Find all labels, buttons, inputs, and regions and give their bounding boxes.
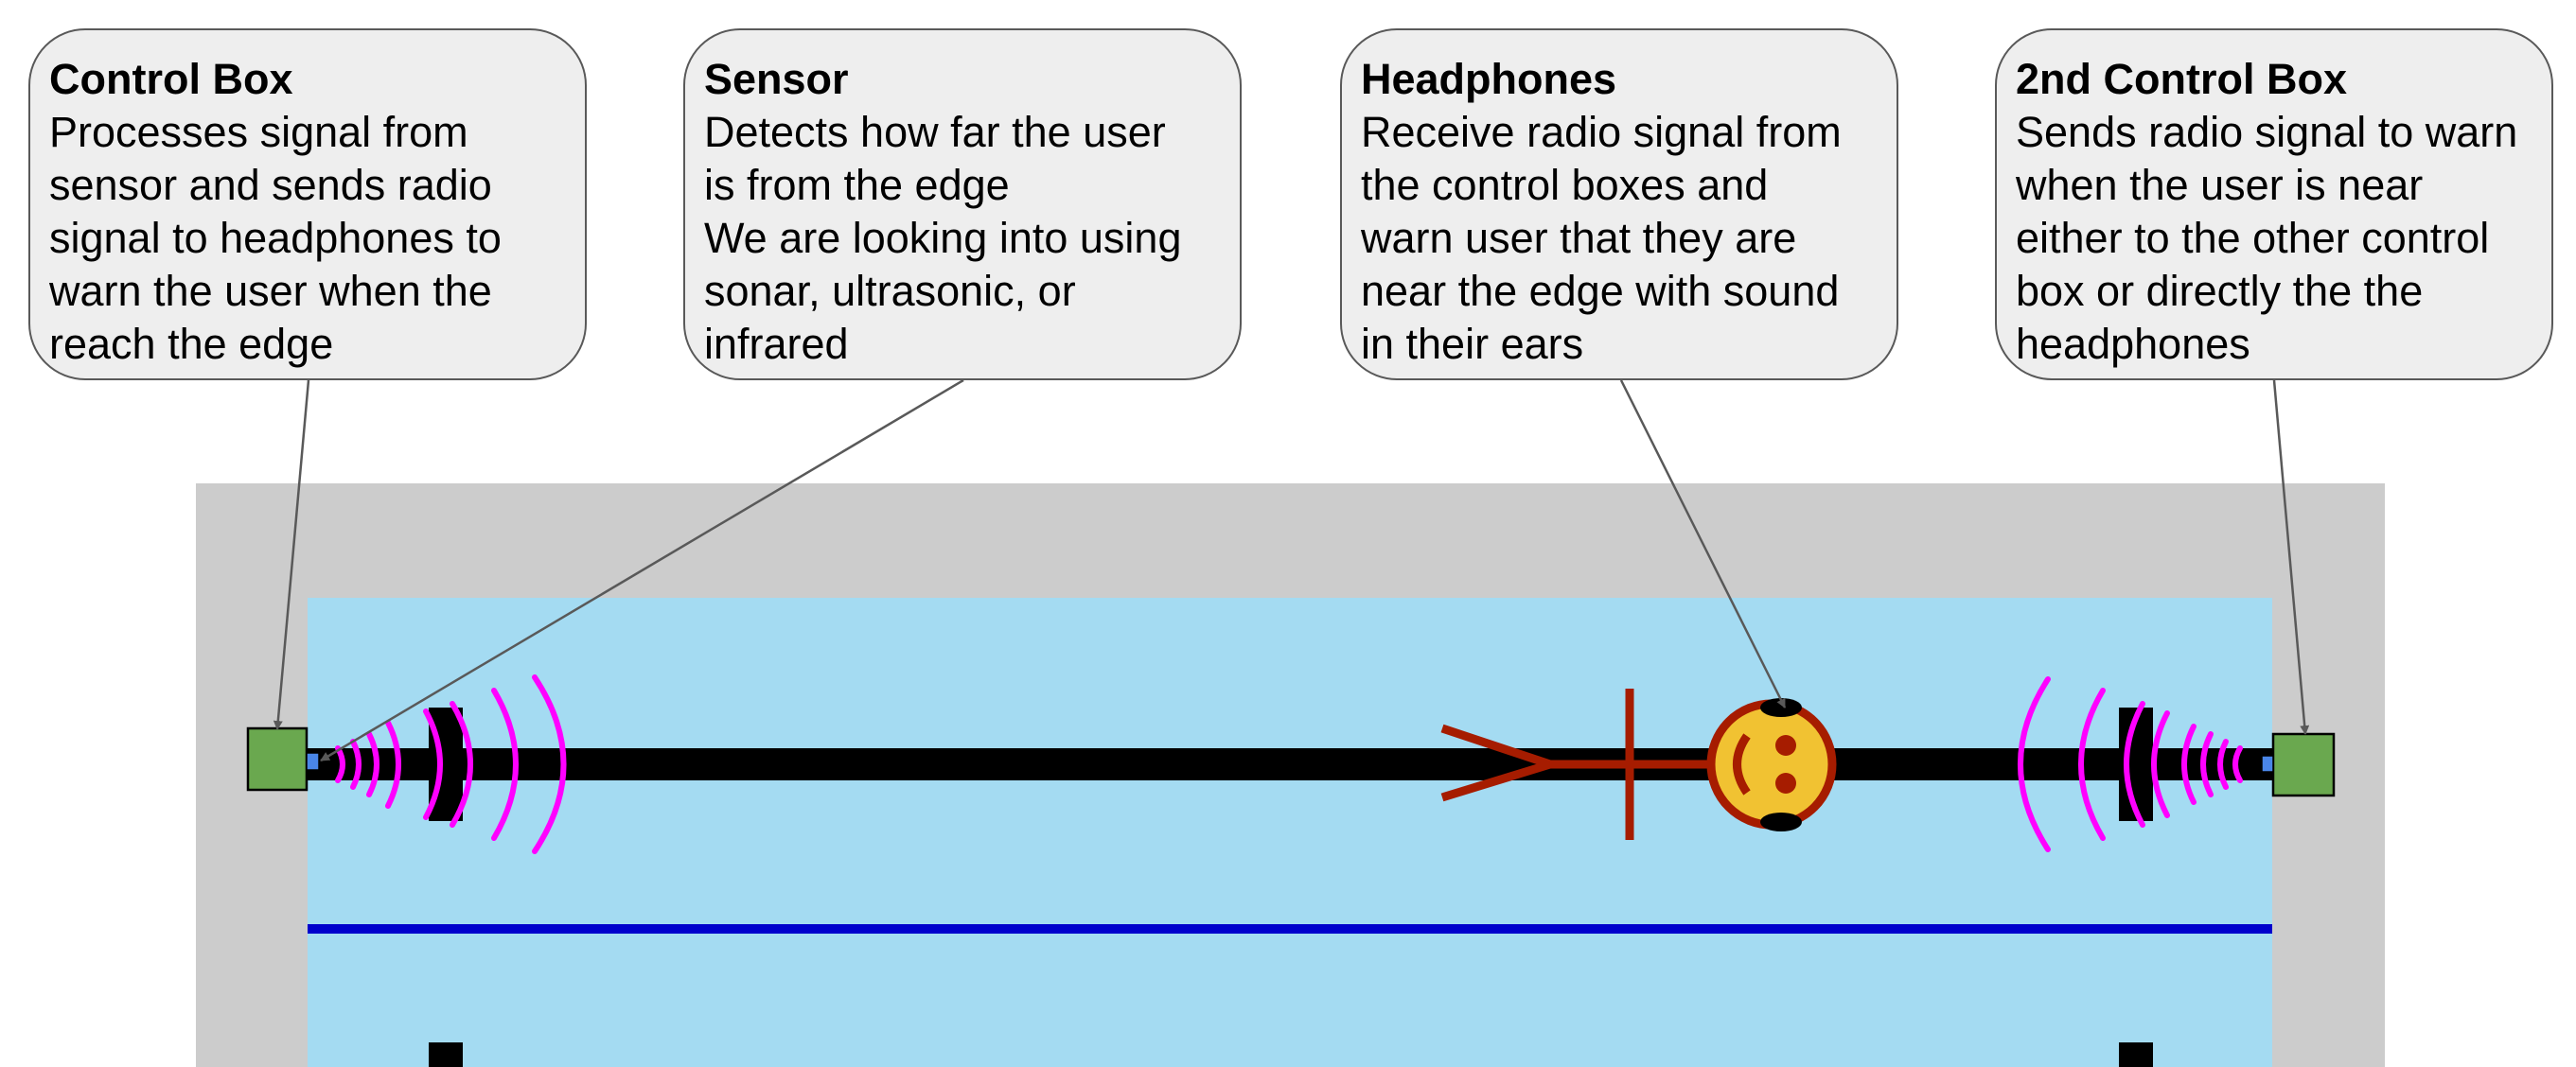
callout-line: Sends radio signal to warn bbox=[2016, 108, 2518, 156]
pool-water bbox=[308, 598, 2272, 1067]
callout-headphones: Headphones Receive radio signal from the… bbox=[1340, 28, 1898, 380]
callout-line: warn user that they are bbox=[1361, 214, 1797, 262]
headphone-right bbox=[1760, 813, 1802, 831]
callout-line: warn the user when the bbox=[49, 267, 492, 315]
lane-line bbox=[308, 924, 2272, 934]
callout-sensor: Sensor Detects how far the user is from … bbox=[683, 28, 1242, 380]
callout-control-box: Control Box Processes signal from sensor… bbox=[28, 28, 587, 380]
arrow-control-box bbox=[273, 379, 310, 730]
callout-line: Processes signal from bbox=[49, 108, 468, 156]
swimmer-head bbox=[1706, 698, 1837, 831]
sensor-left bbox=[306, 752, 320, 771]
arrow-headphones bbox=[1619, 379, 1787, 708]
callout-line: We are looking into using bbox=[704, 214, 1182, 262]
sensor-right bbox=[2261, 755, 2274, 773]
arrow-2nd-control-box bbox=[2272, 379, 2310, 735]
callout-line: in their ears bbox=[1361, 320, 1584, 368]
callout-line: box or directly the the bbox=[2016, 267, 2424, 315]
control-box-right bbox=[2271, 732, 2336, 797]
callout-line: Detects how far the user bbox=[704, 108, 1166, 156]
callout-title: 2nd Control Box bbox=[2016, 55, 2347, 103]
callout-line: when the user is near bbox=[2016, 161, 2424, 209]
callout-2nd-control-box: 2nd Control Box Sends radio signal to wa… bbox=[1995, 28, 2553, 380]
callout-title: Sensor bbox=[704, 55, 849, 103]
eye-left bbox=[1775, 735, 1796, 756]
callout-line: either to the other control bbox=[2016, 214, 2490, 262]
callout-line: sensor and sends radio bbox=[49, 161, 492, 209]
lane-rope bbox=[308, 748, 2272, 780]
signal-waves-left bbox=[335, 674, 567, 854]
callout-title: Control Box bbox=[49, 55, 293, 103]
swimmer-figure bbox=[1440, 689, 1713, 840]
signal-waves-right bbox=[2018, 676, 2243, 852]
callout-arrows bbox=[273, 378, 2310, 762]
callout-line: near the edge with sound bbox=[1361, 267, 1840, 315]
bottom-marker-left bbox=[429, 1042, 463, 1067]
callout-line: is from the edge bbox=[704, 161, 1010, 209]
callout-line: headphones bbox=[2016, 320, 2250, 368]
callout-line: the control boxes and bbox=[1361, 161, 1769, 209]
callout-title: Headphones bbox=[1361, 55, 1617, 103]
callout-line: signal to headphones to bbox=[49, 214, 502, 262]
arrow-sensor bbox=[320, 378, 964, 762]
callout-line: sonar, ultrasonic, or bbox=[704, 267, 1076, 315]
mouth bbox=[1733, 733, 1751, 796]
control-box-left bbox=[246, 726, 309, 792]
bottom-marker-right bbox=[2119, 1042, 2153, 1067]
callout-line: Receive radio signal from bbox=[1361, 108, 1842, 156]
callout-line: reach the edge bbox=[49, 320, 334, 368]
eye-right bbox=[1775, 773, 1796, 794]
callout-line: infrared bbox=[704, 320, 849, 368]
